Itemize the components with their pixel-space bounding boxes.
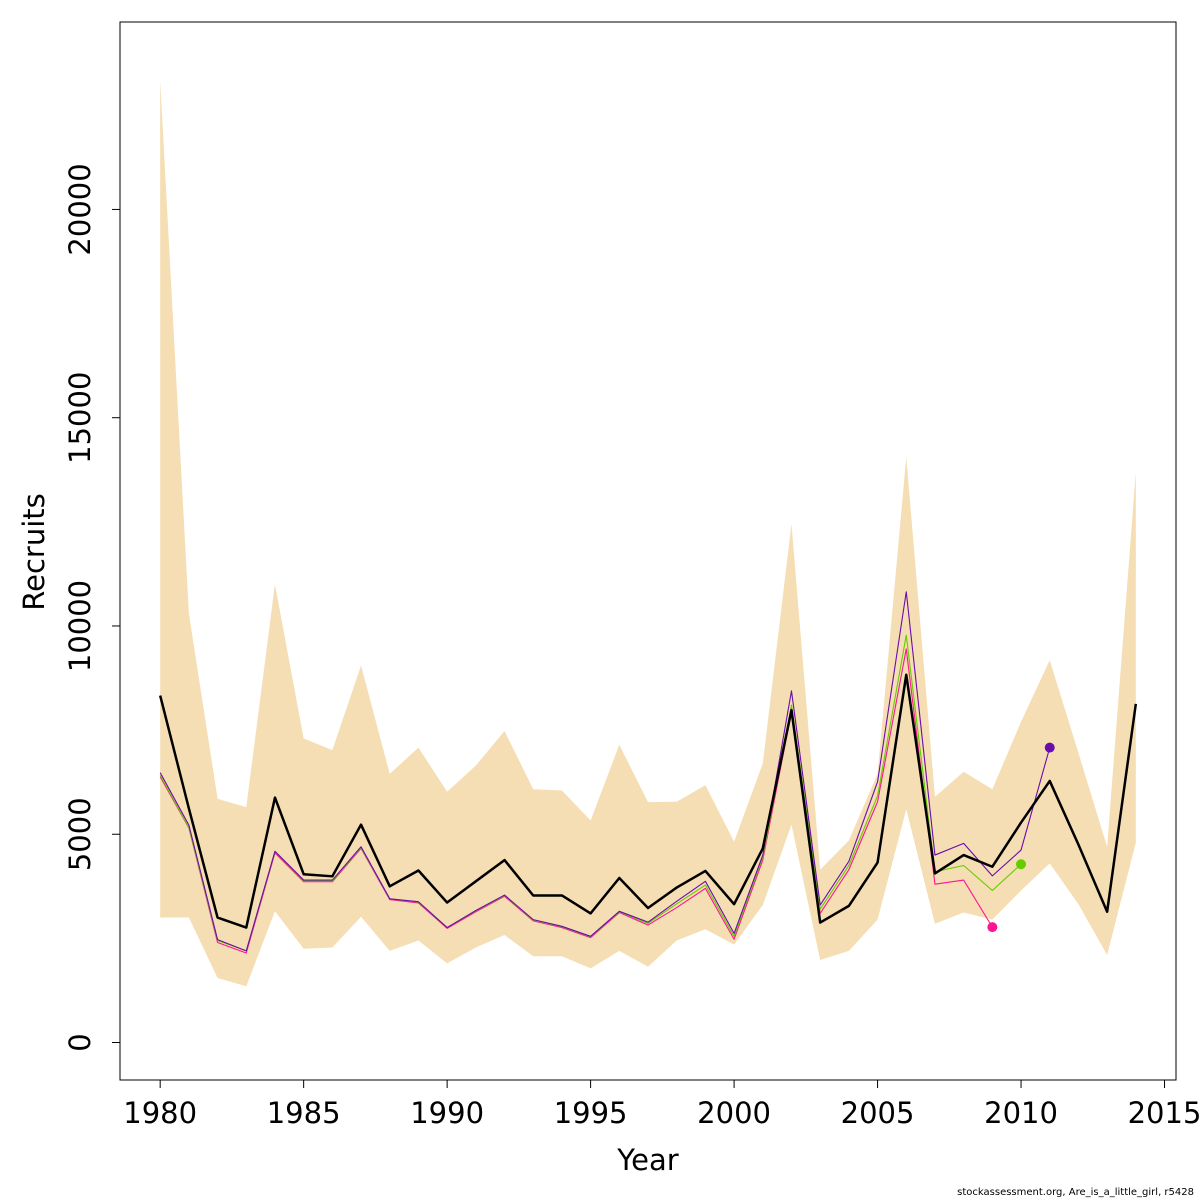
x-tick-label: 2000 (697, 1096, 771, 1130)
series-layer (158, 591, 1138, 954)
x-axis: 1980 1985 1990 1995 2000 2005 2010 2015 (123, 1079, 1200, 1130)
y-axis-label: Recruits (17, 493, 51, 610)
x-tick-label: 1985 (267, 1096, 341, 1130)
credit-footnote: stockassessment.org, Are_is_a_little_gir… (957, 1187, 1194, 1198)
confidence-band-layer (160, 80, 1136, 987)
series-end-point (1016, 859, 1027, 870)
x-tick-label: 1995 (554, 1096, 628, 1130)
y-tick-label: 10000 (63, 580, 97, 672)
series-line-retro (159, 591, 1051, 952)
x-tick-label: 2005 (841, 1096, 915, 1130)
confidence-band (160, 80, 1136, 987)
x-axis-label: Year (616, 1143, 678, 1177)
y-tick-label: 0 (63, 1033, 97, 1051)
x-tick-label: 1980 (123, 1096, 197, 1130)
series-end-point (1044, 742, 1055, 753)
y-tick-label: 5000 (63, 797, 97, 871)
y-axis: 0 5000 10000 15000 20000 (63, 163, 121, 1052)
series-end-point (987, 922, 998, 933)
series-line-retro (159, 648, 993, 954)
y-tick-label: 15000 (63, 372, 97, 464)
x-tick-label: 2010 (984, 1096, 1058, 1130)
y-tick-label: 20000 (63, 163, 97, 255)
x-tick-label: 1990 (410, 1096, 484, 1130)
series-line-main (158, 673, 1138, 929)
x-tick-label: 2015 (1128, 1096, 1200, 1130)
